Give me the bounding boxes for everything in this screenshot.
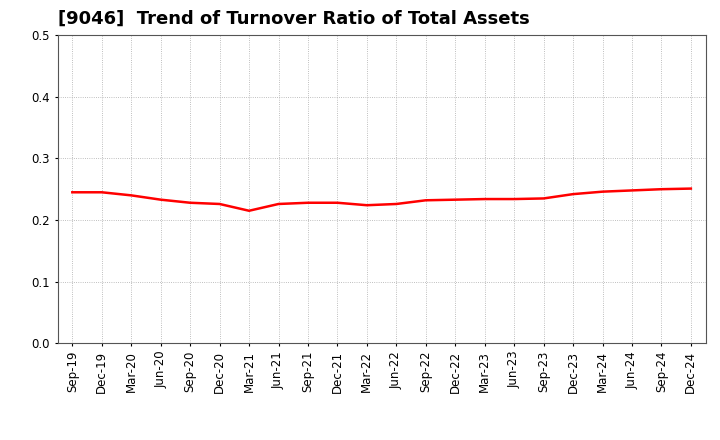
Text: [9046]  Trend of Turnover Ratio of Total Assets: [9046] Trend of Turnover Ratio of Total … bbox=[58, 10, 529, 28]
